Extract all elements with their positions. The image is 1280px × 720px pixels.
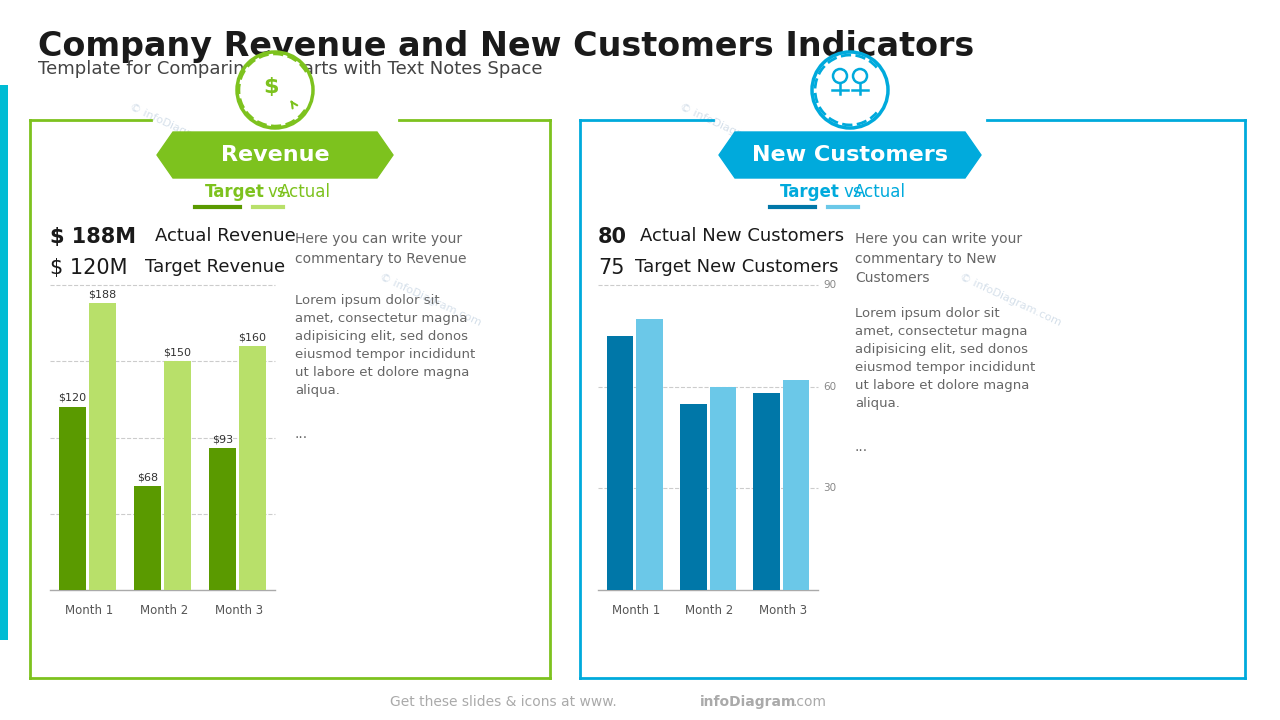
Text: $93: $93 bbox=[212, 434, 233, 444]
Text: Lorem ipsum dolor sit
amet, consectetur magna
adipisicing elit, sed donos
eiusmo: Lorem ipsum dolor sit amet, consectetur … bbox=[294, 294, 475, 397]
Text: 60: 60 bbox=[823, 382, 836, 392]
Text: New Customers: New Customers bbox=[753, 145, 948, 165]
Text: Month 1: Month 1 bbox=[612, 604, 660, 617]
Text: $150: $150 bbox=[164, 347, 192, 357]
Text: .com: .com bbox=[794, 695, 827, 709]
Bar bbox=[754, 393, 780, 590]
Text: Month 2: Month 2 bbox=[685, 604, 733, 617]
Text: Here you can write your
commentary to Revenue: Here you can write your commentary to Re… bbox=[294, 232, 466, 266]
Text: Here you can write your
commentary to New
Customers: Here you can write your commentary to Ne… bbox=[855, 232, 1023, 285]
Text: $120: $120 bbox=[59, 393, 87, 403]
Text: Target: Target bbox=[780, 183, 840, 201]
Text: Lorem ipsum dolor sit
amet, consectetur magna
adipisicing elit, sed donos
eiusmo: Lorem ipsum dolor sit amet, consectetur … bbox=[855, 307, 1036, 410]
Bar bbox=[636, 319, 663, 590]
Text: $188: $188 bbox=[88, 289, 116, 300]
Text: Company Revenue and New Customers Indicators: Company Revenue and New Customers Indica… bbox=[38, 30, 974, 63]
Text: $ 188M: $ 188M bbox=[50, 227, 136, 247]
Circle shape bbox=[812, 52, 888, 128]
Bar bbox=[239, 346, 266, 590]
Text: Month 3: Month 3 bbox=[759, 604, 806, 617]
Bar bbox=[680, 404, 707, 590]
Text: Revenue: Revenue bbox=[220, 145, 329, 165]
Bar bbox=[59, 407, 86, 590]
Text: $: $ bbox=[264, 77, 279, 97]
Text: infoDiagram: infoDiagram bbox=[700, 695, 796, 709]
Bar bbox=[783, 380, 809, 590]
Bar bbox=[134, 486, 161, 590]
Text: © infoDiagram.com: © infoDiagram.com bbox=[378, 272, 483, 328]
Text: 75: 75 bbox=[598, 258, 625, 278]
Text: $160: $160 bbox=[238, 332, 266, 342]
Text: Month 2: Month 2 bbox=[140, 604, 188, 617]
Text: vs.: vs. bbox=[844, 183, 867, 201]
Bar bbox=[0, 85, 8, 640]
Text: $ 120M: $ 120M bbox=[50, 258, 128, 278]
Text: Actual: Actual bbox=[279, 183, 332, 201]
Text: Get these slides & icons at www.: Get these slides & icons at www. bbox=[390, 695, 617, 709]
Text: Target New Customers: Target New Customers bbox=[635, 258, 838, 276]
Text: Target Revenue: Target Revenue bbox=[145, 258, 285, 276]
Text: Month 3: Month 3 bbox=[215, 604, 264, 617]
Text: 90: 90 bbox=[823, 280, 836, 290]
Polygon shape bbox=[719, 132, 980, 178]
Bar bbox=[607, 336, 634, 590]
Circle shape bbox=[237, 52, 314, 128]
Bar bbox=[164, 361, 191, 590]
Text: Actual: Actual bbox=[854, 183, 906, 201]
Text: ...: ... bbox=[294, 427, 308, 441]
Text: ...: ... bbox=[855, 440, 868, 454]
Text: 30: 30 bbox=[823, 483, 836, 493]
Text: vs.: vs. bbox=[268, 183, 292, 201]
Text: © infoDiagram.com: © infoDiagram.com bbox=[677, 102, 782, 158]
Text: Actual Revenue: Actual Revenue bbox=[155, 227, 296, 245]
Bar bbox=[709, 387, 736, 590]
Text: Target: Target bbox=[205, 183, 265, 201]
Polygon shape bbox=[157, 132, 393, 178]
Text: © infoDiagram.com: © infoDiagram.com bbox=[957, 272, 1062, 328]
Bar bbox=[209, 448, 236, 590]
Bar bbox=[90, 303, 116, 590]
Text: Template for Comparing 2 Charts with Text Notes Space: Template for Comparing 2 Charts with Tex… bbox=[38, 60, 543, 78]
Text: $68: $68 bbox=[137, 472, 157, 482]
Text: © infoDiagram.com: © infoDiagram.com bbox=[128, 102, 233, 158]
Text: 80: 80 bbox=[598, 227, 627, 247]
Text: Month 1: Month 1 bbox=[65, 604, 113, 617]
Text: Actual New Customers: Actual New Customers bbox=[640, 227, 844, 245]
